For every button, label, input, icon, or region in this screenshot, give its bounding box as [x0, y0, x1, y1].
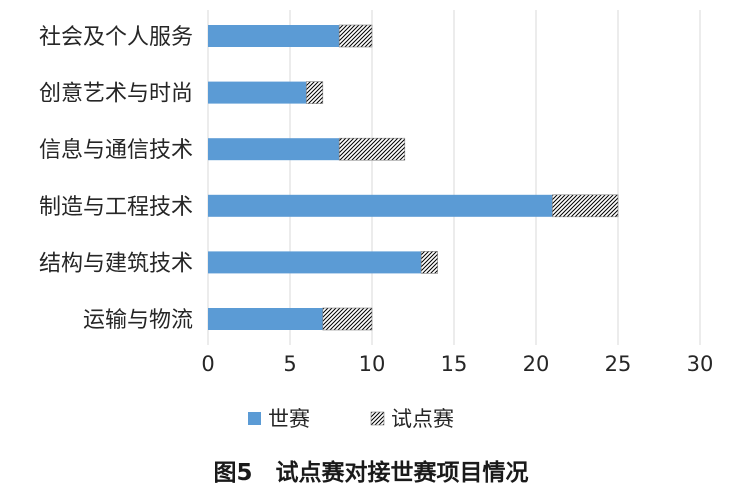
- x-tick-label: 0: [201, 352, 214, 376]
- category-label: 制造与工程技术: [39, 195, 193, 220]
- legend-label-1: 试点赛: [391, 407, 454, 431]
- legend: 世赛 试点赛: [248, 407, 454, 431]
- chart-caption: 图5 试点赛对接世赛项目情况: [213, 459, 528, 486]
- category-label: 信息与通信技术: [39, 138, 193, 163]
- x-tick-label: 10: [359, 352, 386, 376]
- category-label: 创意艺术与时尚: [39, 82, 193, 107]
- bar-worldskills-2: [208, 138, 340, 161]
- bar-pilot-0: [338, 24, 373, 48]
- bar-pilot-2: [338, 137, 406, 161]
- bar-worldskills-5: [208, 308, 323, 330]
- category-label: 运输与物流: [83, 308, 193, 333]
- bar-worldskills-1: [208, 81, 307, 104]
- bar-pilot-3: [552, 194, 619, 218]
- bar-pilot-1: [306, 81, 324, 104]
- bar-worldskills-4: [208, 251, 422, 274]
- legend-swatch-0: [248, 412, 261, 425]
- bar-pilot-5: [322, 307, 373, 331]
- gridlines: [207, 10, 701, 345]
- legend-swatch-1: [370, 411, 385, 426]
- bar-worldskills-0: [208, 25, 340, 47]
- x-tick-label: 15: [441, 352, 468, 376]
- x-tick-label: 25: [605, 352, 632, 376]
- bar-pilot-4: [420, 251, 438, 274]
- bars: [208, 24, 619, 331]
- x-tick-labels: 0 5 10 15 20 25 30: [201, 352, 713, 376]
- x-tick-label: 5: [283, 352, 296, 376]
- category-label: 社会及个人服务: [39, 25, 193, 50]
- category-label: 结构与建筑技术: [39, 251, 193, 276]
- x-tick-label: 30: [687, 352, 714, 376]
- legend-label-0: 世赛: [268, 407, 310, 431]
- bar-worldskills-3: [208, 194, 553, 217]
- x-tick-label: 20: [523, 352, 550, 376]
